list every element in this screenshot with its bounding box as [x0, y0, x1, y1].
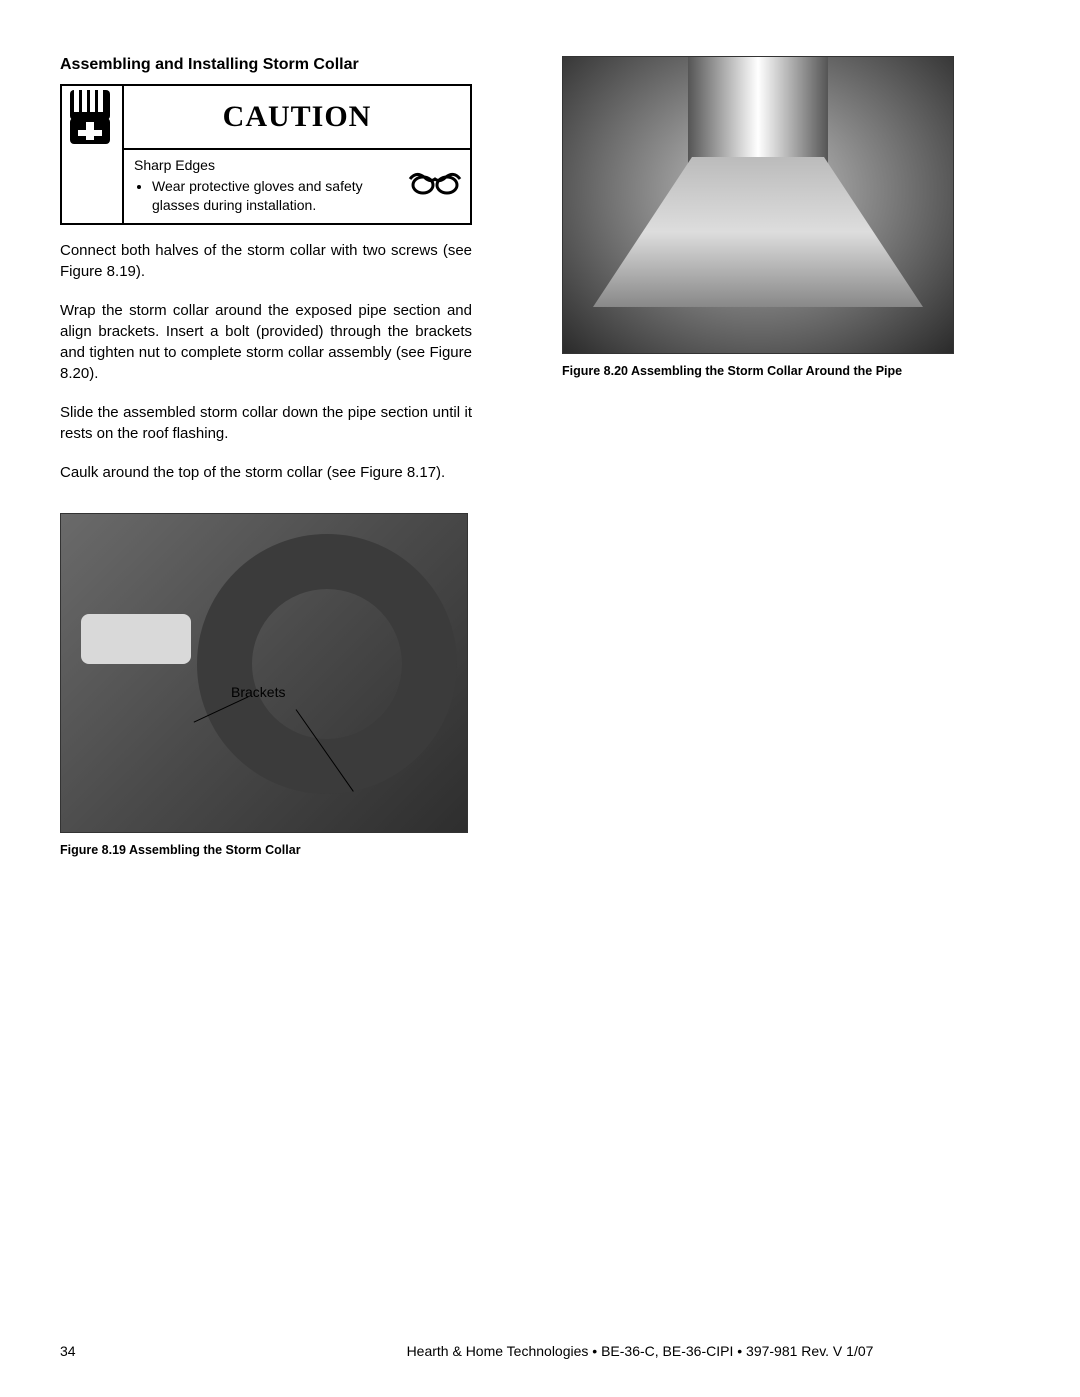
- left-column: Assembling and Installing Storm Collar: [60, 56, 472, 857]
- page-footer: 34 Hearth & Home Technologies • BE-36-C,…: [60, 1343, 1020, 1359]
- two-column-layout: Assembling and Installing Storm Collar: [60, 56, 1020, 857]
- figure-8-20-caption: Figure 8.20 Assembling the Storm Collar …: [562, 364, 954, 378]
- paragraph-3: Slide the assembled storm collar down th…: [60, 402, 472, 444]
- brackets-label-in-image: Brackets: [231, 684, 285, 700]
- caution-body-spacer: [62, 150, 124, 223]
- figure-8-19-caption: Figure 8.19 Assembling the Storm Collar: [60, 843, 472, 857]
- caution-box: CAUTION Sharp Edges Wear protective glov…: [60, 84, 472, 225]
- page-number: 34: [60, 1343, 260, 1359]
- paragraph-4: Caulk around the top of the storm collar…: [60, 462, 472, 483]
- caution-body-row: Sharp Edges Wear protective gloves and s…: [62, 150, 470, 223]
- pipe-shape: [688, 57, 828, 167]
- caution-title-cell: CAUTION: [124, 86, 470, 150]
- collar-cone-shape: [593, 157, 923, 307]
- paragraph-1: Connect both halves of the storm collar …: [60, 240, 472, 282]
- caution-title: CAUTION: [223, 100, 372, 134]
- right-column: Figure 8.20 Assembling the Storm Collar …: [562, 56, 954, 378]
- caution-header-row: CAUTION: [62, 86, 470, 150]
- caution-bullet: Wear protective gloves and safety glasse…: [152, 177, 402, 215]
- safety-glasses-icon: [408, 169, 462, 202]
- caution-body-text: Sharp Edges Wear protective gloves and s…: [124, 150, 470, 223]
- paragraph-2: Wrap the storm collar around the exposed…: [60, 300, 472, 384]
- figure-8-20-image: [562, 56, 954, 354]
- drill-shape: [81, 614, 191, 664]
- section-title: Assembling and Installing Storm Collar: [60, 56, 472, 74]
- figure-8-19-image: Brackets: [60, 513, 468, 833]
- caution-subtitle: Sharp Edges: [134, 156, 402, 175]
- footer-text: Hearth & Home Technologies • BE-36-C, BE…: [260, 1343, 1020, 1359]
- gloved-hand-icon: [68, 90, 116, 146]
- caution-hand-icon-cell: [62, 86, 124, 150]
